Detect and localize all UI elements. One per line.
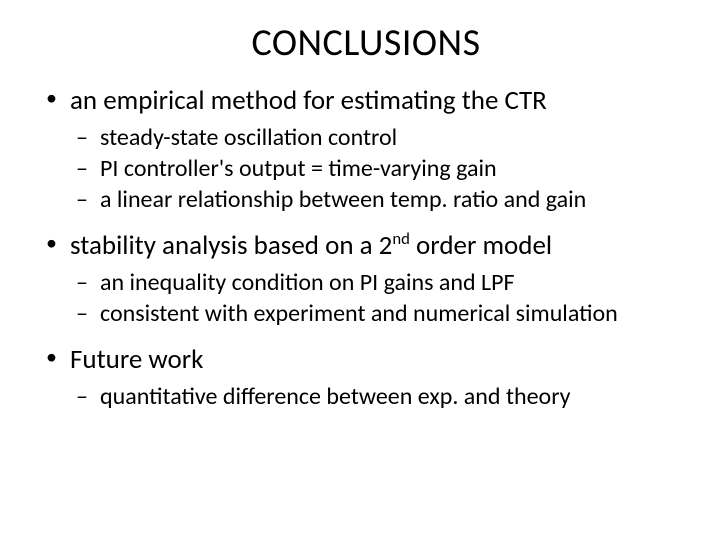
sub-bullet-text: an inequality condition on PI gains and … [100,268,515,297]
slide: CONCLUSIONS an empirical method for esti… [0,0,720,540]
bullet-item: an empirical method for estimating the C… [40,84,692,215]
bullet-text-suffix: order model [410,229,552,262]
sub-bullet-text: steady-state oscillation control [100,123,397,152]
sub-bullet-item: PI controller's output = time-varying ga… [70,153,692,184]
sub-bullet-list: an inequality condition on PI gains and … [70,267,692,329]
sub-bullet-text: a linear relationship between temp. rati… [100,185,586,214]
sub-bullet-list: quantitative difference between exp. and… [70,381,692,412]
sub-bullet-item: consistent with experiment and numerical… [70,298,692,329]
sub-bullet-text: quantitative difference between exp. and… [100,382,571,411]
bullet-text: Future work [70,343,203,376]
bullet-item: stability analysis based on a 2nd order … [40,229,692,329]
bullet-text-prefix: stability analysis based on a 2 [70,229,392,262]
bullet-list: an empirical method for estimating the C… [40,84,692,412]
sub-bullet-item: steady-state oscillation control [70,122,692,153]
sub-bullet-item: an inequality condition on PI gains and … [70,267,692,298]
sub-bullet-text: PI controller's output = time-varying ga… [100,154,497,183]
slide-title: CONCLUSIONS [40,20,692,66]
sub-bullet-text: consistent with experiment and numerical… [100,299,618,328]
bullet-item: Future work quantitative difference betw… [40,343,692,412]
sub-bullet-list: steady-state oscillation control PI cont… [70,122,692,216]
sub-bullet-item: a linear relationship between temp. rati… [70,184,692,215]
bullet-text-super: nd [392,229,410,249]
bullet-text: an empirical method for estimating the C… [70,84,547,117]
sub-bullet-item: quantitative difference between exp. and… [70,381,692,412]
